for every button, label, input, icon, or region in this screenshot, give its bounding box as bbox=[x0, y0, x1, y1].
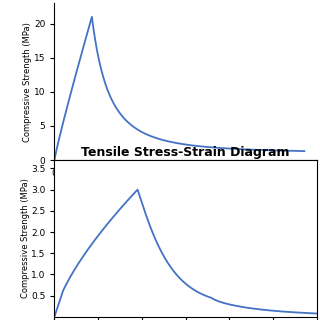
Y-axis label: Compressive Strength (MPa): Compressive Strength (MPa) bbox=[23, 22, 33, 141]
Y-axis label: Compressive Strength (MPa): Compressive Strength (MPa) bbox=[20, 179, 30, 298]
X-axis label: Strain (mm/mm): Strain (mm/mm) bbox=[138, 181, 234, 191]
Text: (a): (a) bbox=[175, 236, 196, 249]
Title: Tensile Stress-Strain Diagram: Tensile Stress-Strain Diagram bbox=[81, 146, 290, 159]
